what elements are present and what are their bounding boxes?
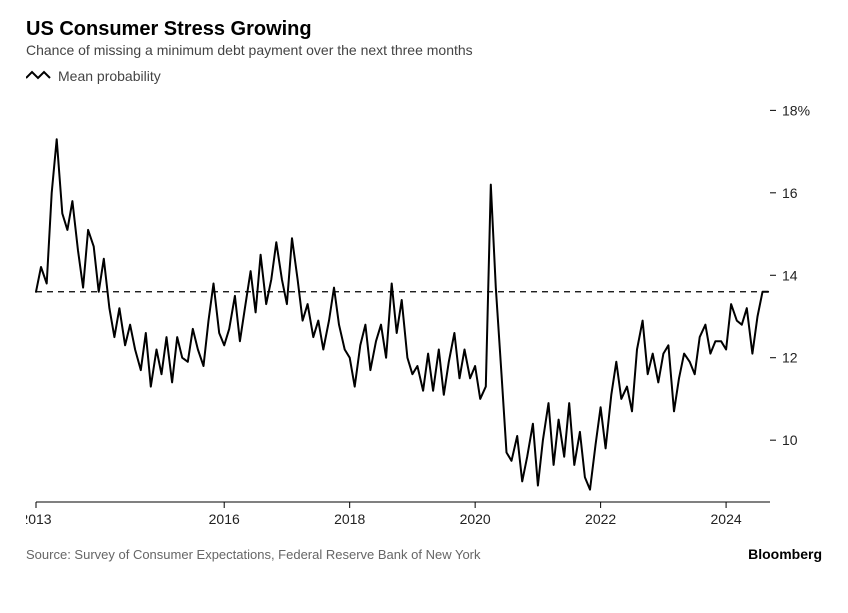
svg-text:2013: 2013: [26, 511, 52, 527]
legend: Mean probability: [26, 68, 822, 84]
chart-brand: Bloomberg: [748, 546, 822, 562]
svg-text:16: 16: [782, 185, 798, 201]
line-chart-svg: 10 12 14 16 18% 2013 2016 2018 2020 2022 2024: [26, 90, 822, 530]
svg-text:10: 10: [782, 432, 798, 448]
svg-text:12: 12: [782, 350, 798, 366]
legend-swatch-icon: [26, 70, 52, 82]
chart-subtitle: Chance of missing a minimum debt payment…: [26, 42, 822, 58]
svg-text:2016: 2016: [209, 511, 240, 527]
svg-text:18%: 18%: [782, 102, 810, 118]
chart-source: Source: Survey of Consumer Expectations,…: [26, 547, 481, 562]
svg-text:2020: 2020: [460, 511, 491, 527]
svg-text:14: 14: [782, 267, 798, 283]
chart-footer: Source: Survey of Consumer Expectations,…: [26, 541, 822, 562]
chart-title: US Consumer Stress Growing: [26, 18, 822, 40]
chart-plot: 10 12 14 16 18% 2013 2016 2018 2020 2022 2024: [26, 90, 822, 535]
svg-text:2022: 2022: [585, 511, 616, 527]
svg-text:2018: 2018: [334, 511, 365, 527]
chart-container: US Consumer Stress Growing Chance of mis…: [0, 0, 848, 613]
svg-text:2024: 2024: [711, 511, 742, 527]
legend-label: Mean probability: [58, 68, 161, 84]
